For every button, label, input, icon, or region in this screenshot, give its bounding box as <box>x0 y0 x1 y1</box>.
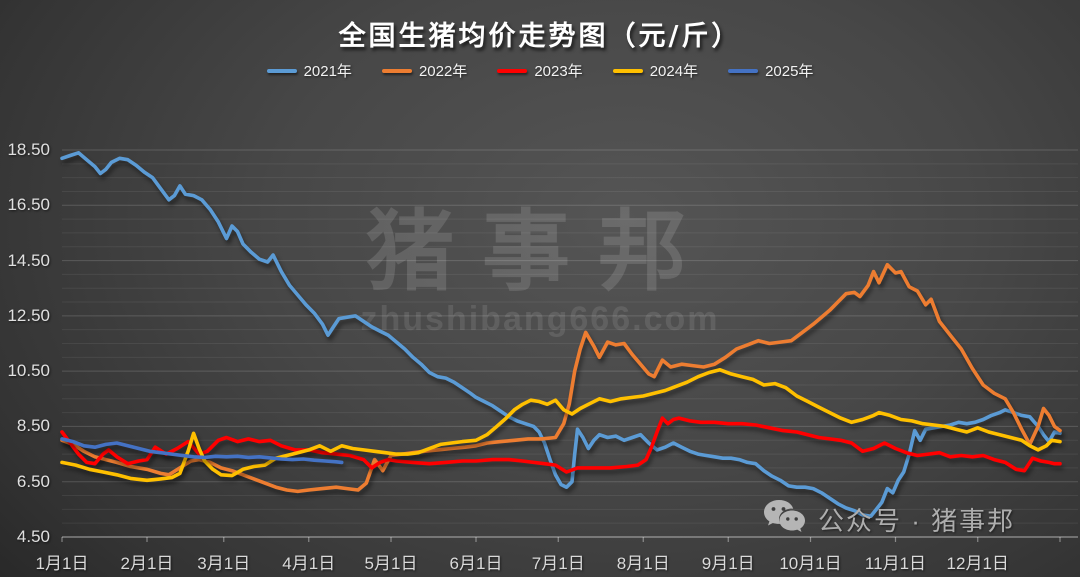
series-line-2021年 <box>60 151 1062 519</box>
legend-swatch-icon <box>266 68 297 73</box>
legend-item-2021年: 2021年 <box>266 60 352 81</box>
x-axis-label: 2月1日 <box>120 554 174 573</box>
wechat-icon <box>762 498 808 541</box>
legend-swatch-icon <box>612 68 643 73</box>
y-axis-label: 4.50 <box>16 527 50 546</box>
x-axis-label: 6月1日 <box>449 554 503 573</box>
legend-swatch-icon <box>381 68 412 73</box>
legend-item-2025年: 2025年 <box>728 60 813 81</box>
x-axis-label: 5月1日 <box>364 554 418 573</box>
x-axis-label: 8月1日 <box>616 554 670 573</box>
y-axis-label: 18.50 <box>7 140 50 159</box>
legend-swatch-icon <box>728 68 759 73</box>
legend-label: 2022年 <box>418 63 468 80</box>
chart-legend: 2021年 2022年 2023年 2024年 2025年 <box>0 60 1080 81</box>
x-axis-label: 7月1日 <box>531 554 585 573</box>
x-axis-label: 4月1日 <box>282 554 336 573</box>
legend-item-2023年: 2023年 <box>497 60 583 81</box>
x-axis-label: 10月1日 <box>779 554 842 573</box>
x-axis-label: 9月1日 <box>701 554 755 573</box>
legend-item-2024年: 2024年 <box>612 60 699 81</box>
x-axis-label: 3月1日 <box>197 554 251 573</box>
series-line-2024年 <box>60 367 1062 483</box>
y-axis-label: 10.50 <box>7 361 50 381</box>
legend-swatch-icon <box>497 68 528 73</box>
y-axis-label: 12.50 <box>7 305 50 325</box>
wechat-account-label: 公众号 · 猪事邦 <box>818 506 1016 536</box>
series-line-2025年 <box>60 437 344 465</box>
y-axis-label: 6.50 <box>16 471 50 491</box>
legend-item-2022年: 2022年 <box>381 60 468 81</box>
x-axis-label: 1月1日 <box>35 554 89 573</box>
y-axis-label: 14.50 <box>7 250 50 270</box>
legend-label: 2023年 <box>534 63 583 80</box>
legend-label: 2024年 <box>649 63 699 80</box>
legend-label: 2021年 <box>303 63 352 80</box>
y-axis-label: 16.50 <box>7 195 50 215</box>
x-axis-label: 12月1日 <box>946 554 1009 573</box>
series-line-2022年 <box>60 262 1062 494</box>
wechat-footer: 公众号 · 猪事邦 <box>762 498 1015 541</box>
legend-label: 2025年 <box>765 63 814 80</box>
x-axis-label: 11月1日 <box>864 554 927 573</box>
page-title: 全国生猪均价走势图（元/斤） <box>338 21 742 52</box>
y-axis-label: 8.50 <box>16 416 50 436</box>
